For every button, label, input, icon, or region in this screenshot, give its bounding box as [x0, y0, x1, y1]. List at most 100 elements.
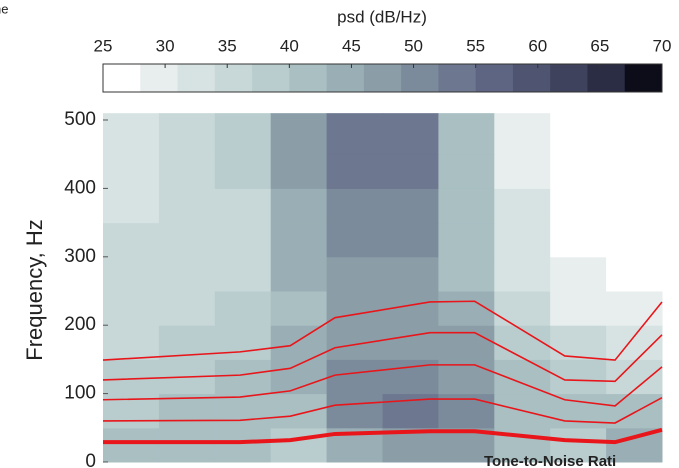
heat-cell — [382, 325, 439, 360]
heat-cell — [158, 256, 216, 292]
heat-cell — [326, 291, 383, 326]
heat-cell — [158, 291, 216, 326]
heat-cell — [494, 188, 551, 224]
colorbar-frame — [102, 63, 663, 93]
heat-cell — [606, 256, 663, 292]
harmonic-line — [102, 396, 663, 424]
colorbar-tick-label: 25 — [94, 36, 113, 55]
harmonic-line — [102, 364, 663, 407]
colorbar-swatch — [326, 64, 365, 92]
heat-cell — [550, 188, 607, 224]
colorbar-swatch — [550, 64, 588, 92]
heat-cell — [438, 154, 495, 189]
colorbar-tick-label: 50 — [404, 36, 423, 55]
heat-cell — [158, 393, 216, 429]
heat-cell — [270, 291, 328, 326]
harmonic-line — [102, 331, 663, 383]
colorbar-swatch — [363, 64, 402, 92]
heat-cell — [438, 222, 495, 258]
y-axis-label: Frequency, Hz — [22, 219, 47, 360]
heat-cell — [550, 154, 607, 189]
y-tick-label: 0 — [85, 451, 96, 468]
colorbar-swatch — [512, 64, 551, 92]
heat-cell — [550, 113, 607, 155]
heat-cell — [438, 188, 495, 224]
heat-cell — [158, 427, 216, 463]
heat-cell — [158, 188, 216, 224]
heat-cell — [382, 154, 439, 189]
heat-cell — [270, 222, 328, 258]
heat-cell — [214, 359, 272, 395]
colorbar-swatch — [103, 64, 141, 92]
heat-cell — [606, 222, 663, 258]
colorbar-swatch — [289, 64, 328, 92]
heat-cell — [103, 291, 160, 326]
heat-cell — [103, 188, 160, 224]
heat-cell — [214, 154, 272, 189]
heat-cell — [494, 154, 551, 189]
heat-cell — [103, 113, 160, 155]
heat-cell — [270, 188, 328, 224]
colorbar-swatch — [587, 64, 626, 92]
y-tick-label: 500 — [64, 109, 96, 130]
heat-cell — [214, 188, 272, 224]
colorbar-swatch — [252, 64, 290, 92]
heat-cell — [382, 188, 439, 224]
heat-cell — [326, 393, 383, 429]
heat-cell — [606, 154, 663, 189]
heat-cell — [550, 427, 607, 463]
heat-cell — [103, 427, 160, 463]
heat-cell — [606, 359, 663, 395]
heat-cell — [270, 393, 328, 429]
heat-cell — [550, 325, 607, 360]
heat-cell — [214, 393, 272, 429]
colorbar-swatch — [177, 64, 216, 92]
colorbar-label: psd (dB/Hz) — [337, 7, 427, 26]
y-tick-label: 400 — [64, 177, 96, 198]
heat-cell — [158, 222, 216, 258]
heat-cell — [550, 291, 607, 326]
heat-cell — [103, 256, 160, 292]
heat-cell — [158, 154, 216, 189]
heat-cell — [103, 154, 160, 189]
colorbar-swatch — [401, 64, 439, 92]
heat-cell — [494, 256, 551, 292]
heat-cell — [438, 325, 495, 360]
heat-cell — [214, 325, 272, 360]
heat-cell — [103, 359, 160, 395]
heat-cell — [326, 154, 383, 189]
heat-cell — [382, 256, 439, 292]
colorbar-tick-label: 30 — [156, 36, 175, 55]
heat-cell — [494, 113, 551, 155]
heat-cell — [214, 222, 272, 258]
y-tick-label: 200 — [64, 314, 96, 335]
heat-cell — [550, 222, 607, 258]
heat-cell — [270, 113, 328, 155]
colorbar-tick-label: 55 — [466, 36, 485, 55]
heat-cell — [270, 325, 328, 360]
colorbar-tick-label: 65 — [590, 36, 609, 55]
heat-cell — [103, 325, 160, 360]
heat-cell — [214, 291, 272, 326]
colorbar-tick-label: 35 — [218, 36, 237, 55]
heat-cell — [606, 291, 663, 326]
heat-cell — [438, 113, 495, 155]
y-tick-label: 100 — [64, 383, 96, 404]
heat-cell — [214, 427, 272, 463]
colorbar-swatch — [475, 64, 514, 92]
heat-cell — [494, 222, 551, 258]
harmonic-line — [102, 300, 663, 361]
corner-text: ne — [0, 1, 8, 16]
heat-cell — [494, 291, 551, 326]
heat-cell — [438, 256, 495, 292]
heat-cell — [382, 113, 439, 155]
harmonic-line — [103, 427, 663, 445]
heat-cell — [270, 154, 328, 189]
colorbar-tick-label: 40 — [280, 36, 299, 55]
heat-cell — [494, 359, 551, 395]
heat-cell — [326, 325, 383, 360]
heat-cell — [270, 427, 328, 463]
colorbar-tick-label: 70 — [653, 36, 672, 55]
colorbar-swatch — [624, 64, 663, 92]
